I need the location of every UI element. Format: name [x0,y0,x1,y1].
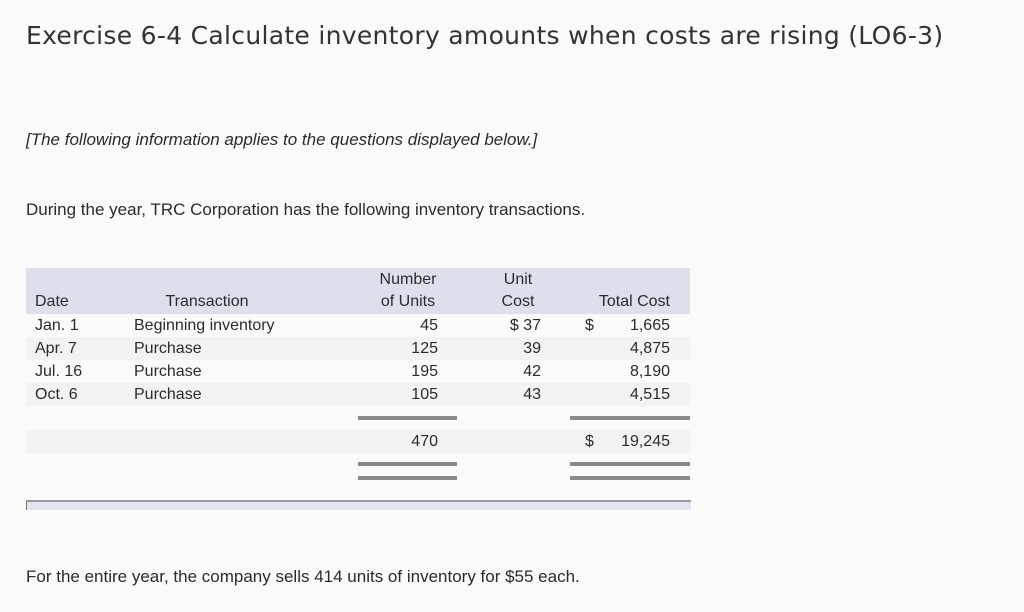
row-cost: $ 37 [509,317,541,334]
row-total: 4,515 [629,386,670,403]
row-cost: 42 [523,363,541,380]
row-transaction: Purchase [134,363,202,380]
table-row: Oct. 6 Purchase 105 43 4,515 [26,383,690,406]
row-units: 45 [420,317,438,334]
row-cost: 43 [523,386,541,403]
header-units-2: of Units [380,293,436,310]
row-date: Oct. 6 [35,386,78,403]
header-cost-2: Cost [501,293,535,310]
total-units: 470 [411,433,438,450]
header-date: Date [35,293,69,310]
header-transaction: Transaction [165,293,249,310]
subtotal-line [570,416,690,420]
totals-row: 470 $ 19,245 [26,430,690,453]
row-date: Apr. 7 [35,340,77,357]
table-row: Jul. 16 Purchase 195 42 8,190 [26,360,690,383]
row-total: 1,665 [629,317,670,334]
row-units: 125 [411,340,438,357]
subtotal-line [358,416,457,420]
row-transaction: Beginning inventory [134,317,275,334]
info-note: [The following information applies to th… [26,130,538,149]
row-units: 105 [411,386,438,403]
total-cost: 19,245 [621,433,670,450]
row-total: 8,190 [629,363,670,380]
table-row: Jan. 1 Beginning inventory 45 $ 37 $ 1,6… [26,314,690,337]
double-underline [358,476,457,480]
row-cost: 39 [523,340,541,357]
header-units-1: Number [379,271,437,288]
row-total: 4,875 [629,340,670,357]
table-header: Date Transaction Number of Units Unit Co… [26,268,690,314]
row-units: 195 [411,363,438,380]
page-title: Exercise 6-4 Calculate inventory amounts… [26,21,944,50]
double-underline [570,476,690,480]
footer-post: units of inventory for $55 each. [342,567,580,586]
double-underline [570,462,690,466]
footer-pre: For the entire year, the company sells [26,567,315,586]
footer-text: For the entire year, the company sells 4… [26,567,580,587]
row-date: Jan. 1 [35,317,79,334]
row-date: Jul. 16 [35,363,83,380]
row-transaction: Purchase [134,386,202,403]
table-footer-bar [26,500,691,510]
row-transaction: Purchase [134,340,202,357]
row-total-symbol: $ [585,317,594,334]
header-total: Total Cost [598,293,670,310]
table-row: Apr. 7 Purchase 125 39 4,875 [26,337,690,360]
intro-text: During the year, TRC Corporation has the… [26,200,586,219]
total-symbol: $ [585,433,594,450]
header-cost-1: Unit [503,271,533,288]
double-underline [358,462,457,466]
footer-units: 414 [314,567,343,586]
